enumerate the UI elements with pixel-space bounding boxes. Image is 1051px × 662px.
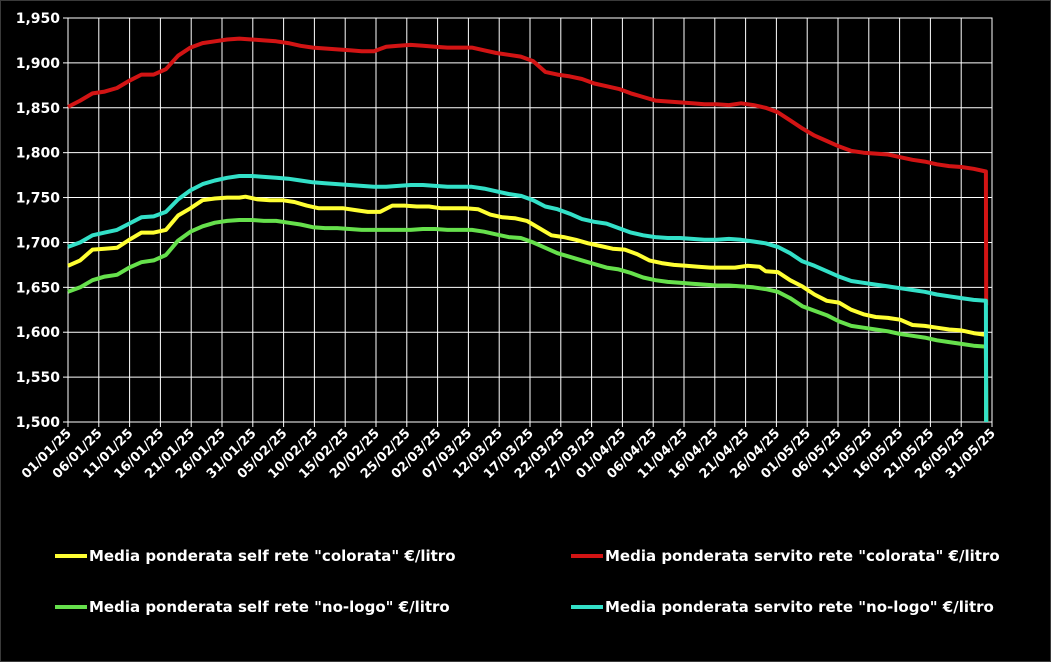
plot-border [67, 17, 993, 423]
y-tick-label: 1,700 [16, 235, 61, 251]
legend-item-self-colorata: Media ponderata self rete "colorata" €/l… [55, 547, 456, 565]
legend-item-self-nologo: Media ponderata self rete "no-logo" €/li… [55, 598, 450, 616]
legend-label-self-nologo: Media ponderata self rete "no-logo" €/li… [89, 598, 450, 616]
series-line-servito-colorata [67, 36, 989, 306]
axes: 1,500 1,550 1,600 1,650 1,700 1,750 1,800 1,850… [16, 11, 999, 482]
y-tick-label: 1,650 [16, 280, 61, 296]
y-tick-label: 1,550 [16, 370, 61, 386]
y-tick-label: 1,950 [16, 11, 61, 27]
y-tick-label: 1,750 [16, 191, 61, 207]
series-line-self-nologo [67, 218, 989, 423]
grid [67, 17, 993, 423]
y-tick-label: 1,900 [16, 56, 61, 72]
legend-item-servito-colorata: Media ponderata servito rete "colorata" … [571, 547, 1000, 565]
series-line-self-colorata [67, 194, 989, 423]
y-tick-label: 1,600 [16, 325, 61, 341]
y-tick-label: 1,500 [16, 415, 61, 431]
y-tick-label: 1,850 [16, 101, 61, 117]
series-lines [67, 36, 989, 423]
legend-label-servito-nologo: Media ponderata servito rete "no-logo" €… [605, 598, 994, 616]
legend-label-self-colorata: Media ponderata self rete "colorata" €/l… [89, 547, 456, 565]
series-line-servito-nologo [67, 174, 989, 423]
legend-item-servito-nologo: Media ponderata servito rete "no-logo" €… [571, 598, 994, 616]
legend-swatch-self-colorata [55, 554, 87, 558]
legend-swatch-servito-colorata [571, 554, 603, 558]
legend-swatch-self-nologo [55, 605, 87, 609]
y-tick-label: 1,800 [16, 146, 61, 162]
legend-swatch-servito-nologo [571, 605, 603, 609]
legend-label-servito-colorata: Media ponderata servito rete "colorata" … [605, 547, 1000, 565]
